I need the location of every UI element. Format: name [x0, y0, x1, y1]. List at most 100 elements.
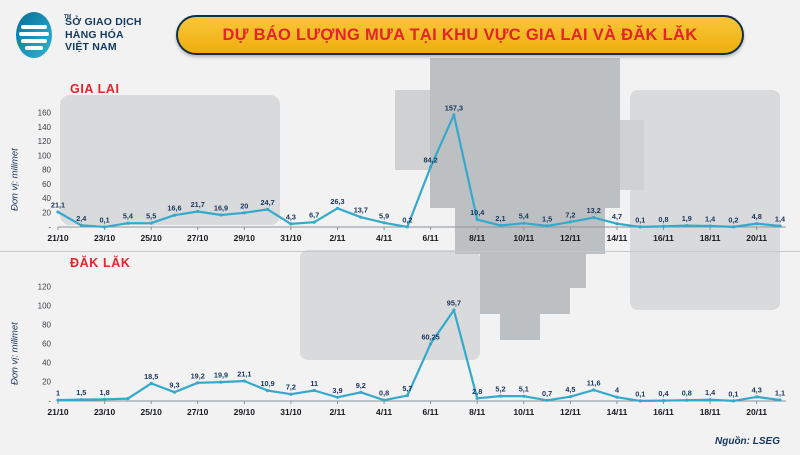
- svg-text:5,1: 5,1: [519, 385, 529, 394]
- svg-text:20: 20: [42, 208, 51, 217]
- svg-text:31/10: 31/10: [280, 407, 302, 417]
- svg-text:2/11: 2/11: [329, 233, 345, 243]
- y-axis-unit-dak-lak: Đơn vị: milimet: [9, 322, 21, 386]
- region-label-gia-lai: GIA LAI: [70, 82, 120, 96]
- svg-text:120: 120: [38, 283, 52, 292]
- svg-text:21,1: 21,1: [237, 370, 251, 379]
- svg-text:80: 80: [42, 166, 51, 175]
- svg-text:6/11: 6/11: [423, 233, 439, 243]
- svg-text:14/11: 14/11: [607, 407, 628, 417]
- chart-row-gia-lai: Đơn vị: milimet - 20 40 60 80 100 120 140 160 21/…: [6, 97, 800, 249]
- svg-text:5,4: 5,4: [519, 212, 530, 221]
- svg-text:12/11: 12/11: [560, 407, 581, 417]
- svg-text:10/11: 10/11: [513, 233, 534, 243]
- svg-text:2,4: 2,4: [76, 214, 87, 223]
- svg-text:160: 160: [38, 109, 52, 118]
- svg-text:18/11: 18/11: [700, 233, 721, 243]
- svg-text:21/10: 21/10: [47, 407, 69, 417]
- svg-text:1,4: 1,4: [775, 215, 786, 224]
- svg-text:25/10: 25/10: [141, 407, 163, 417]
- svg-text:0,8: 0,8: [379, 389, 389, 398]
- svg-text:16,9: 16,9: [214, 204, 228, 213]
- svg-text:29/10: 29/10: [234, 233, 256, 243]
- title-banner: DỰ BÁO LƯỢNG MƯA TẠI KHU VỰC GIA LAI VÀ …: [176, 15, 744, 55]
- svg-text:20/11: 20/11: [746, 233, 767, 243]
- svg-text:25/10: 25/10: [141, 233, 163, 243]
- y-axis-unit-gia-lai: Đơn vị: milimet: [9, 148, 21, 212]
- svg-text:6,7: 6,7: [309, 211, 319, 220]
- svg-text:4,5: 4,5: [565, 385, 575, 394]
- svg-text:19,2: 19,2: [191, 371, 205, 380]
- svg-text:95,7: 95,7: [447, 299, 461, 308]
- chart-row-dak-lak: Đơn vị: milimet - 20 40 60 80 100 120 21/10 23/1…: [6, 271, 800, 423]
- svg-text:60: 60: [42, 180, 51, 189]
- svg-text:5,4: 5,4: [123, 212, 134, 221]
- svg-text:9,2: 9,2: [356, 381, 366, 390]
- logo-line-1: SỞ GIAO DỊCH: [65, 16, 142, 29]
- svg-text:80: 80: [42, 321, 51, 330]
- svg-text:1,8: 1,8: [100, 388, 110, 397]
- svg-text:0,2: 0,2: [402, 215, 412, 224]
- svg-text:-: -: [48, 397, 51, 406]
- svg-text:1,9: 1,9: [682, 214, 692, 223]
- page-title: DỰ BÁO LƯỢNG MƯA TẠI KHU VỰC GIA LAI VÀ …: [222, 25, 698, 44]
- svg-text:2/11: 2/11: [329, 407, 345, 417]
- mxv-logo-text: SỞ GIAO DỊCH HÀNG HÓA VIỆT NAM: [65, 16, 142, 54]
- svg-text:60,25: 60,25: [421, 332, 439, 341]
- svg-text:5,2: 5,2: [495, 385, 505, 394]
- svg-text:23/10: 23/10: [94, 233, 116, 243]
- svg-text:0,1: 0,1: [635, 215, 645, 224]
- svg-text:4: 4: [615, 386, 620, 395]
- svg-text:16,6: 16,6: [167, 204, 181, 213]
- svg-text:2,1: 2,1: [495, 214, 505, 223]
- svg-text:-: -: [48, 223, 51, 232]
- svg-text:26,3: 26,3: [330, 197, 344, 206]
- svg-text:40: 40: [42, 194, 51, 203]
- section-divider: [0, 251, 800, 252]
- svg-text:4/11: 4/11: [376, 233, 392, 243]
- svg-text:8/11: 8/11: [469, 233, 485, 243]
- svg-text:18,5: 18,5: [144, 372, 158, 381]
- svg-text:1,4: 1,4: [705, 388, 716, 397]
- header: TM SỞ GIAO DỊCH HÀNG HÓA VIỆT NAM DỰ BÁO…: [0, 0, 800, 78]
- trademark-symbol: TM: [64, 14, 72, 20]
- svg-text:7,2: 7,2: [286, 383, 296, 392]
- svg-text:5,5: 5,5: [146, 212, 156, 221]
- svg-text:4,3: 4,3: [752, 385, 762, 394]
- svg-text:0,8: 0,8: [658, 215, 668, 224]
- svg-text:31/10: 31/10: [280, 233, 302, 243]
- svg-text:7,2: 7,2: [565, 210, 575, 219]
- svg-text:140: 140: [38, 123, 52, 132]
- svg-text:9,3: 9,3: [169, 381, 179, 390]
- svg-text:10,9: 10,9: [260, 379, 274, 388]
- svg-text:40: 40: [42, 359, 51, 368]
- svg-text:5,7: 5,7: [402, 384, 412, 393]
- svg-text:21/10: 21/10: [47, 233, 69, 243]
- svg-text:12/11: 12/11: [560, 233, 581, 243]
- svg-text:0,1: 0,1: [100, 215, 110, 224]
- svg-text:16/11: 16/11: [653, 233, 674, 243]
- svg-text:11: 11: [310, 379, 318, 388]
- line-chart-dak-lak: - 20 40 60 80 100 120 21/10 23/10 25/10 27/10 29/10…: [38, 283, 786, 417]
- svg-text:20/11: 20/11: [746, 407, 767, 417]
- logo-line-2: HÀNG HÓA: [65, 28, 124, 41]
- svg-text:0,2: 0,2: [728, 215, 738, 224]
- svg-text:29/10: 29/10: [234, 407, 256, 417]
- svg-text:20: 20: [240, 201, 248, 210]
- svg-text:21,1: 21,1: [51, 201, 65, 210]
- svg-text:100: 100: [38, 151, 52, 160]
- mxv-logo: TM SỞ GIAO DỊCH HÀNG HÓA VIỆT NAM: [12, 8, 142, 62]
- chart-section-dak-lak: ĐĂK LĂK Đơn vị: milimet - 20 40 60 80 100 120 2…: [6, 256, 800, 423]
- svg-text:100: 100: [38, 302, 52, 311]
- svg-text:4,8: 4,8: [752, 212, 762, 221]
- svg-text:11,6: 11,6: [587, 379, 601, 388]
- logo-line-3: VIỆT NAM: [65, 41, 117, 54]
- svg-text:13,7: 13,7: [354, 206, 368, 215]
- svg-text:18/11: 18/11: [700, 407, 721, 417]
- svg-text:27/10: 27/10: [187, 233, 209, 243]
- svg-text:0,7: 0,7: [542, 389, 552, 398]
- svg-text:10/11: 10/11: [513, 407, 534, 417]
- svg-text:14/11: 14/11: [607, 233, 628, 243]
- svg-text:6/11: 6/11: [423, 407, 439, 417]
